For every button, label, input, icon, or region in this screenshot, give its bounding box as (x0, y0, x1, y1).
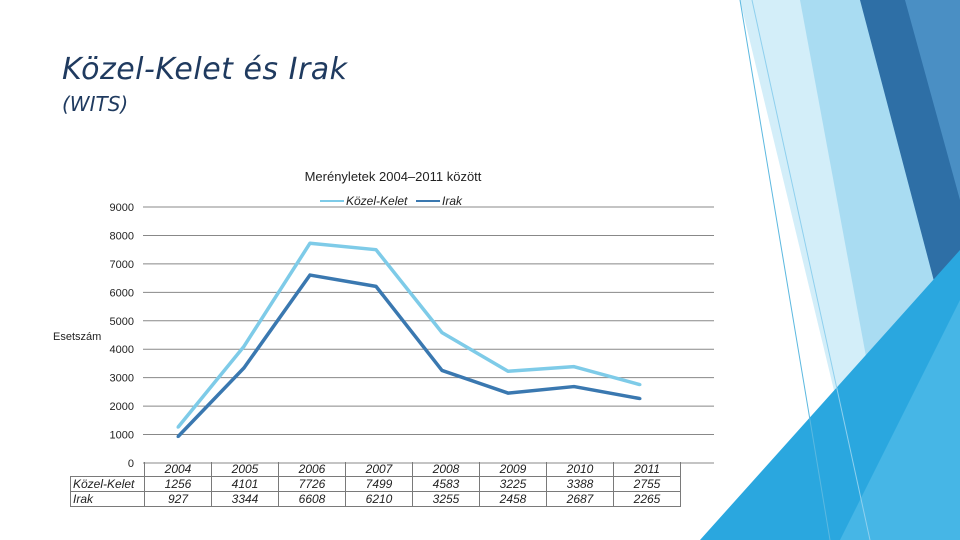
legend-label: Közel-Kelet (346, 194, 408, 208)
data-table-row-kozel-kelet: Közel-Kelet 1256 4101 7726 7499 4583 3225 3388… (70, 476, 681, 492)
data-point (440, 368, 444, 372)
y-tick-label: 8000 (110, 230, 134, 242)
legend: Közel-Kelet Irak (320, 194, 463, 208)
data-table-corner (70, 462, 145, 477)
y-axis-label: Esetszám (53, 331, 101, 343)
data-point (638, 383, 642, 387)
data-label: 7499 (345, 476, 413, 492)
data-point (308, 241, 312, 245)
data-label: 4583 (412, 476, 480, 492)
data-point (374, 248, 378, 252)
data-point (176, 425, 180, 429)
data-point (440, 331, 444, 335)
y-tick-label: 4000 (110, 344, 134, 356)
y-tick-label: 5000 (110, 316, 134, 328)
y-tick-label: 6000 (110, 287, 134, 299)
data-point (176, 435, 180, 439)
legend-label: Irak (442, 194, 463, 208)
x-tick-label: 2010 (546, 462, 614, 477)
data-label: 3344 (211, 491, 279, 507)
deco-line (739, 0, 831, 540)
data-table-row-label: Irak (70, 491, 145, 507)
data-label: 2687 (546, 491, 614, 507)
x-tick-label: 2007 (345, 462, 413, 477)
data-label: 6210 (345, 491, 413, 507)
data-point (506, 369, 510, 373)
x-tick-label: 2006 (278, 462, 346, 477)
data-label: 2755 (613, 476, 681, 492)
data-label: 2458 (479, 491, 547, 507)
gridlines (143, 206, 714, 464)
data-point (638, 397, 642, 401)
deco-panel-bright-light (840, 300, 960, 540)
deco-line-2 (751, 0, 871, 540)
data-label: 6608 (278, 491, 346, 507)
data-table: 2004 2005 2006 2007 2008 2009 2010 2011 Közel-K… (70, 462, 681, 507)
slide-title: Közel-Kelet és Irak (62, 52, 348, 87)
data-table-row-irak: Irak 927 3344 6608 6210 3255 2458 2687 2265 (70, 491, 681, 507)
y-tick-label: 7000 (110, 259, 134, 271)
series-line-1 (176, 273, 641, 438)
data-label: 3225 (479, 476, 547, 492)
data-point (374, 284, 378, 288)
x-tick-label: 2009 (479, 462, 547, 477)
deco-panel-mid (905, 0, 960, 200)
x-tick-label: 2008 (412, 462, 480, 477)
data-point (572, 365, 576, 369)
data-table-row-label: Közel-Kelet (70, 476, 145, 492)
series-lines (176, 241, 642, 439)
data-point (308, 273, 312, 277)
data-point (242, 366, 246, 370)
y-tick-label: 2000 (110, 401, 134, 413)
data-point (572, 385, 576, 389)
data-label: 3388 (546, 476, 614, 492)
chart-title: Merényletek 2004–2011 között (305, 169, 482, 184)
x-tick-label: 2011 (613, 462, 681, 477)
data-table-year-row: 2004 2005 2006 2007 2008 2009 2010 2011 (70, 462, 681, 477)
data-point (242, 344, 246, 348)
y-tick-label: 9000 (110, 202, 134, 214)
data-label: 4101 (211, 476, 279, 492)
series-line-0 (176, 241, 641, 429)
data-label: 3255 (412, 491, 480, 507)
y-tick-label: 1000 (110, 430, 134, 442)
data-label: 927 (144, 491, 212, 507)
slide-subtitle: (WITS) (62, 92, 129, 116)
data-label: 2265 (613, 491, 681, 507)
x-tick-label: 2005 (211, 462, 279, 477)
data-label: 1256 (144, 476, 212, 492)
x-tick-label: 2004 (144, 462, 212, 477)
data-point (506, 391, 510, 395)
y-tick-label: 3000 (110, 373, 134, 385)
data-label: 7726 (278, 476, 346, 492)
